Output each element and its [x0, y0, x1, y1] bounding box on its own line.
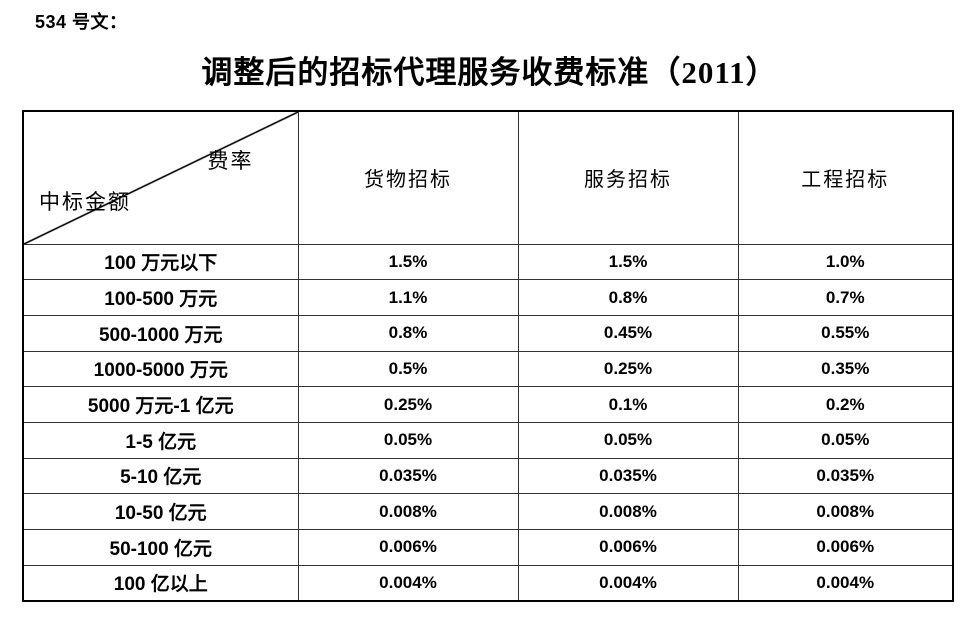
row-label: 5000 万元-1 亿元 — [22, 386, 299, 423]
row-label: 50-100 亿元 — [22, 529, 299, 566]
doc-reference: 534 号文： — [35, 12, 128, 32]
rate-value: 0.45% — [517, 314, 739, 352]
rate-value: 0.008% — [297, 493, 519, 530]
row-label: 1-5 亿元 — [22, 421, 299, 459]
table-row: 1000-5000 万元 0.5% 0.25% 0.35% — [22, 350, 954, 388]
header-row: 费率 中标金额 货物招标 服务招标 工程招标 — [22, 110, 954, 245]
fee-table-body: 100 万元以下 1.5% 1.5% 1.0% 100-500 万元 1.1% 0.8% 0.… — [22, 243, 954, 602]
table-row: 5000 万元-1 亿元 0.25% 0.1% 0.2% — [22, 386, 954, 423]
rate-value: 0.035% — [737, 457, 954, 495]
rate-value: 0.8% — [517, 279, 739, 316]
rate-value: 0.55% — [737, 314, 954, 352]
rate-value: 0.006% — [517, 529, 739, 566]
row-label: 100 万元以下 — [22, 243, 299, 281]
rate-value: 1.5% — [517, 243, 739, 281]
row-label: 10-50 亿元 — [22, 493, 299, 530]
rate-value: 0.035% — [517, 457, 739, 495]
table-row: 100 亿以上 0.004% 0.004% 0.004% — [22, 564, 954, 602]
diagonal-divider — [24, 112, 298, 244]
row-label: 100 亿以上 — [22, 564, 299, 602]
rate-value: 1.0% — [737, 243, 954, 281]
rate-value: 0.7% — [737, 279, 954, 316]
rate-value: 0.05% — [517, 421, 739, 459]
rate-value: 0.25% — [297, 386, 519, 423]
rate-value: 0.1% — [517, 386, 739, 423]
rate-value: 0.004% — [737, 564, 954, 602]
table-row: 1-5 亿元 0.05% 0.05% 0.05% — [22, 421, 954, 459]
row-label: 1000-5000 万元 — [22, 350, 299, 388]
table-row: 50-100 亿元 0.006% 0.006% 0.006% — [22, 529, 954, 566]
column-header-engineering: 工程招标 — [737, 110, 954, 245]
table-row: 10-50 亿元 0.008% 0.008% 0.008% — [22, 493, 954, 530]
table-row: 5-10 亿元 0.035% 0.035% 0.035% — [22, 457, 954, 495]
corner-header-cell: 费率 中标金额 — [22, 110, 299, 245]
rate-value: 0.8% — [297, 314, 519, 352]
rate-value: 0.05% — [297, 421, 519, 459]
corner-label-rate: 费率 — [207, 149, 254, 173]
rate-value: 0.004% — [297, 564, 519, 602]
fee-table: 费率 中标金额 货物招标 服务招标 工程招标 100 万元以下 1.5% 1.5% 1… — [22, 110, 954, 602]
table-row: 100-500 万元 1.1% 0.8% 0.7% — [22, 279, 954, 316]
column-header-services: 服务招标 — [517, 110, 739, 245]
rate-value: 1.5% — [297, 243, 519, 281]
rate-value: 0.35% — [737, 350, 954, 388]
rate-value: 0.008% — [517, 493, 739, 530]
row-label: 5-10 亿元 — [22, 457, 299, 495]
rate-value: 0.05% — [737, 421, 954, 459]
row-label: 100-500 万元 — [22, 279, 299, 316]
rate-value: 0.5% — [297, 350, 519, 388]
table-row: 100 万元以下 1.5% 1.5% 1.0% — [22, 243, 954, 281]
rate-value: 0.004% — [517, 564, 739, 602]
rate-value: 0.25% — [517, 350, 739, 388]
rate-value: 0.2% — [737, 386, 954, 423]
rate-value: 1.1% — [297, 279, 519, 316]
rate-value: 0.035% — [297, 457, 519, 495]
corner-label-amount: 中标金额 — [39, 189, 131, 214]
row-label: 500-1000 万元 — [22, 314, 299, 352]
fee-table-header: 费率 中标金额 货物招标 服务招标 工程招标 — [22, 110, 954, 245]
rate-value: 0.006% — [737, 529, 954, 566]
column-header-goods: 货物招标 — [297, 110, 519, 245]
page-title: 调整后的招标代理服务收费标准（2011） — [201, 55, 778, 90]
rate-value: 0.006% — [297, 529, 519, 566]
table-row: 500-1000 万元 0.8% 0.45% 0.55% — [22, 314, 954, 352]
rate-value: 0.008% — [737, 493, 954, 530]
